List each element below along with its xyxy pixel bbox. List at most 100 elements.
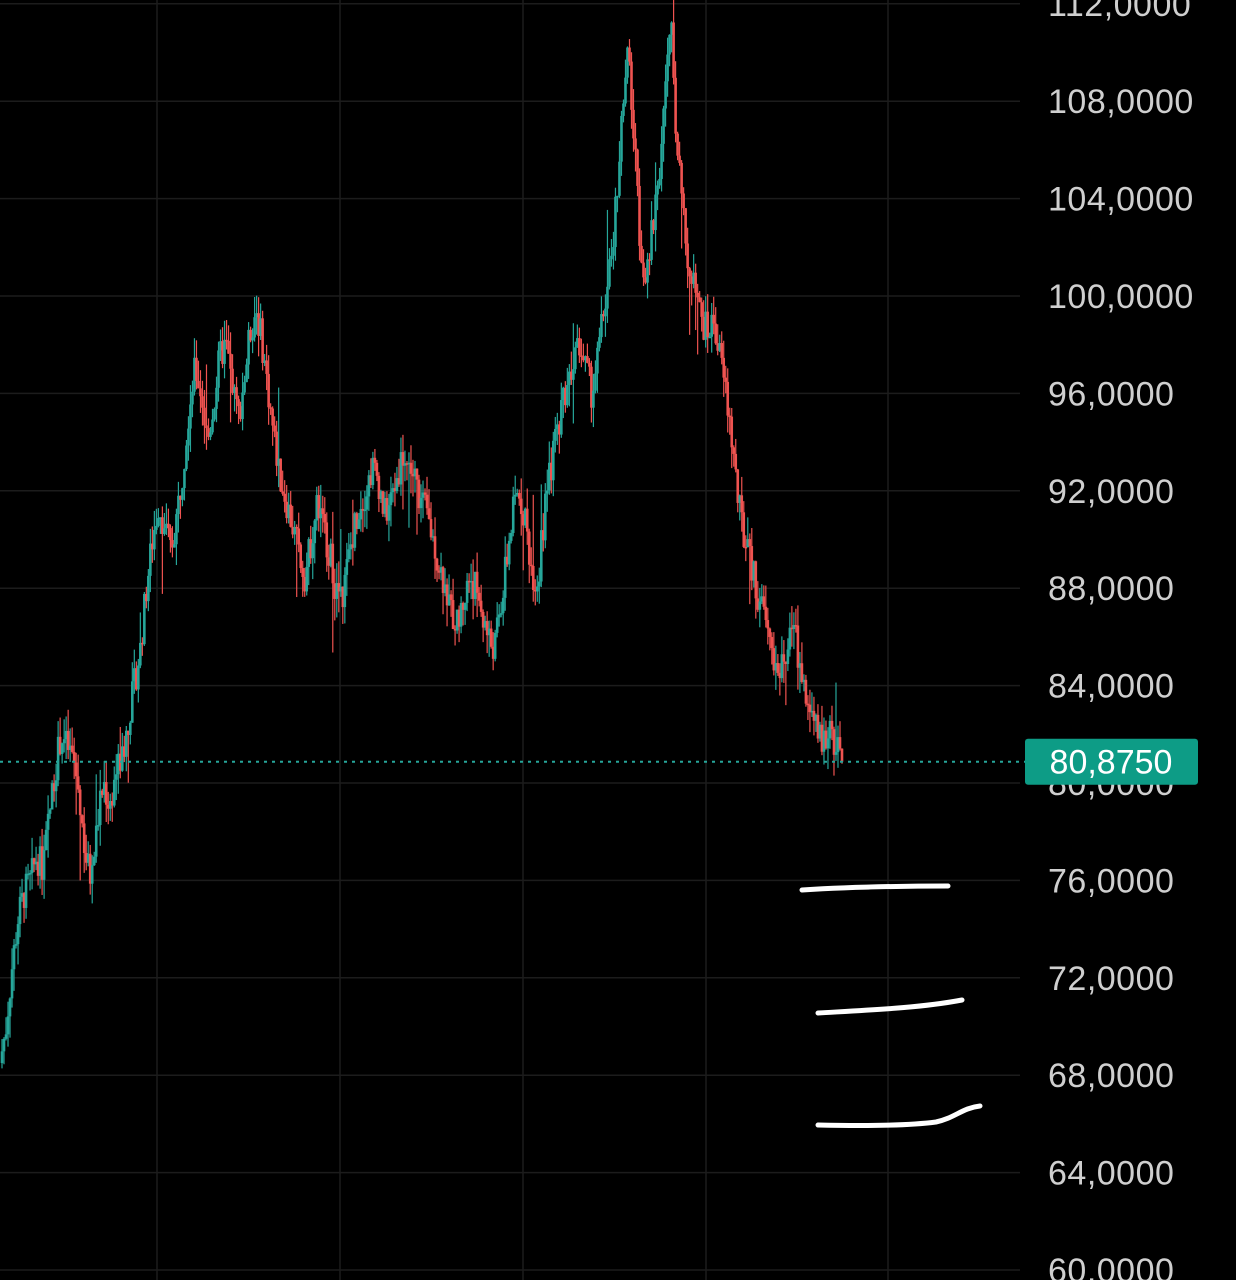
candle-body (415, 468, 419, 480)
candle-body (389, 492, 393, 506)
y-tick-label: 64,0000 (1048, 1155, 1174, 1193)
candle-body (566, 385, 569, 406)
drawn-level-line (815, 997, 965, 1016)
candle-body (133, 668, 136, 682)
candle-body (602, 314, 605, 317)
y-tick-label: 84,0000 (1048, 668, 1174, 706)
price-axis[interactable]: 112,0000 108,0000 104,0000 100,0000 96,0000 9… (1048, 0, 1194, 1280)
candle-body (654, 194, 657, 231)
candle-body (357, 519, 361, 529)
candle-body (696, 292, 699, 298)
candle-body (159, 517, 162, 519)
candle-body (201, 396, 204, 408)
candle-body (554, 428, 557, 441)
candle-body (800, 663, 804, 682)
candle-body (638, 185, 641, 246)
candle-body (22, 893, 26, 908)
candle-body (379, 491, 383, 500)
candle-body (640, 245, 643, 263)
candle-body (2, 1038, 6, 1052)
candle-body (275, 431, 278, 466)
candle-body (8, 998, 12, 1017)
candle-body (742, 512, 746, 547)
candle-body (207, 428, 210, 437)
candle-body (307, 539, 311, 567)
candle-body (12, 945, 16, 970)
candle-body (269, 407, 272, 409)
candle-body (560, 400, 563, 435)
candle-body (153, 529, 156, 550)
candle-body (642, 262, 645, 278)
candle-body (648, 259, 651, 261)
candle-body (469, 580, 473, 583)
candle-body (660, 143, 663, 179)
candle-body (20, 893, 24, 897)
candle-body (323, 513, 327, 523)
candle-body (525, 508, 529, 532)
candle-body (794, 625, 798, 627)
candle-body (343, 574, 347, 608)
candle-body (30, 858, 34, 873)
candle-body (688, 268, 691, 277)
candle-body (66, 730, 70, 750)
candle-body (716, 343, 720, 351)
candle-body (724, 377, 728, 382)
candle-body (479, 600, 483, 612)
candle-body (461, 602, 465, 610)
candle-body (139, 642, 142, 666)
candle-body (367, 475, 371, 497)
drawn-level-line (815, 1103, 983, 1129)
candle-body (90, 865, 94, 884)
candle-body (692, 272, 695, 284)
candle-body (347, 549, 351, 560)
candle-body (309, 539, 313, 559)
candle-body (622, 103, 625, 116)
candle-body (728, 415, 732, 418)
candle-body (265, 360, 268, 374)
candle-body (562, 387, 565, 401)
candle-body (686, 243, 689, 269)
candle-body (405, 463, 409, 465)
candle-body (137, 665, 140, 690)
candle-body (297, 528, 301, 545)
candle-body (223, 339, 226, 364)
candle-body (311, 543, 315, 559)
y-tick-label: 100,0000 (1048, 278, 1194, 316)
candle-body (141, 642, 144, 645)
y-tick-label: 72,0000 (1048, 960, 1174, 998)
candle-body (550, 462, 553, 481)
candle-body (333, 583, 337, 599)
candle-body (590, 366, 593, 408)
candle-body (515, 492, 519, 495)
candle-body (249, 329, 252, 341)
candle-body (183, 469, 186, 489)
candle-body (533, 589, 537, 592)
candle-body (259, 318, 262, 336)
candle-body (385, 498, 389, 521)
candle-body (670, 22, 673, 35)
candle-body (377, 475, 381, 500)
candle-body (828, 720, 832, 739)
candle-body (203, 407, 206, 426)
candle-body (327, 557, 331, 566)
candle-body (76, 776, 80, 790)
candle-body (393, 488, 397, 492)
candle-body (235, 387, 238, 400)
candle-body (371, 457, 375, 486)
candle-body (213, 408, 216, 420)
candle-body (620, 115, 623, 162)
candle-body (151, 543, 154, 550)
candle-body (451, 600, 455, 630)
candle-body (72, 751, 76, 763)
candle-body (94, 825, 98, 857)
candle-body (541, 530, 545, 541)
candle-body (291, 526, 294, 535)
candle-body (678, 155, 681, 163)
candle-body (58, 736, 62, 754)
candle-body (359, 508, 363, 520)
candle-body (387, 505, 391, 521)
candle-body (383, 498, 387, 514)
candle-body (706, 311, 709, 338)
candle-body (131, 681, 134, 723)
